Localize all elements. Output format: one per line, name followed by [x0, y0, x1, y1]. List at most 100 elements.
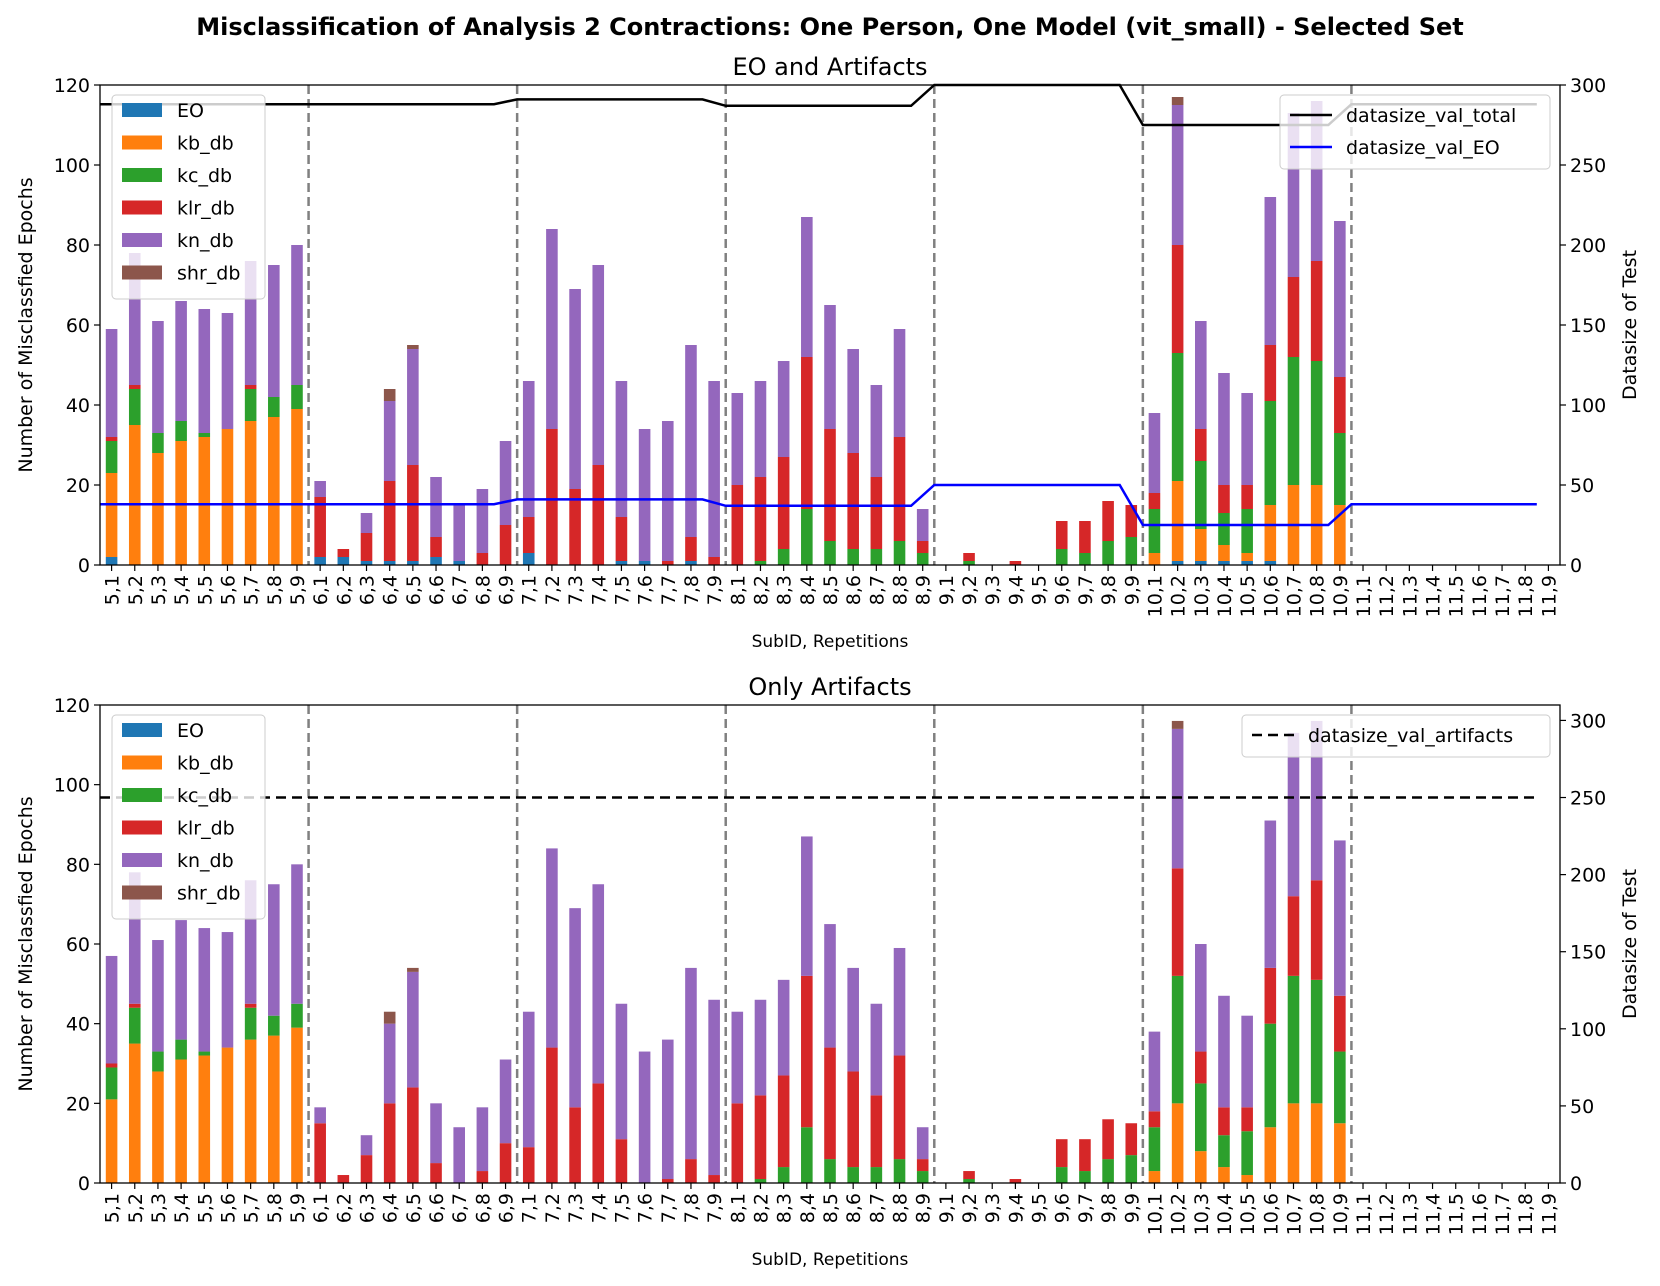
bar-kn-db-6-5 [407, 971, 419, 1088]
x-tick-label: 9,7 [1075, 575, 1097, 605]
x-tick-label: 11,4 [1423, 1193, 1445, 1235]
bar-kn-db-6-6 [430, 1103, 442, 1164]
bar-shr-db-6-5 [407, 967, 419, 972]
bar-klr-db-8-6 [847, 1071, 859, 1168]
y-right-tick-label: 50 [1570, 1096, 1594, 1118]
y-tick-label: 0 [78, 555, 90, 577]
bar-kc-db-5-8 [268, 397, 280, 417]
x-tick-label: 8,8 [890, 1193, 912, 1223]
x-tick-label: 11,6 [1469, 1193, 1491, 1235]
bar-kb-db-5-3 [152, 453, 164, 565]
x-tick-label: 9,3 [982, 575, 1004, 605]
bar-kc-db-8-8 [893, 1159, 906, 1183]
bar-klr-db-9-9 [1125, 505, 1138, 537]
bar-klr-db-9-2 [963, 1171, 975, 1180]
y-axis-right-label: Datasize of Test [1619, 869, 1641, 1019]
x-tick-label: 5,1 [102, 1193, 124, 1223]
bar-klr-db-7-9 [708, 1175, 720, 1183]
bar-kb-db-5-2 [128, 425, 141, 565]
x-tick-label: 10,4 [1214, 575, 1236, 617]
legend-swatch-kc-db [122, 788, 162, 802]
bar-kc-db-10-1 [1148, 509, 1161, 553]
bar-klr-db-8-1 [731, 485, 744, 565]
bar-kc-db-8-3 [777, 549, 790, 565]
legend-swatch-kn-db [122, 233, 162, 247]
bar-kn-db-5-5 [198, 928, 211, 1052]
x-tick-label: 9,6 [1052, 1193, 1074, 1223]
bar-kn-db-5-4 [175, 920, 187, 1040]
bar-klr-db-10-3 [1195, 1051, 1207, 1084]
bar-klr-db-6-3 [360, 1155, 373, 1183]
bar-klr-db-10-6 [1264, 345, 1277, 401]
bar-kc-db-10-9 [1334, 433, 1346, 505]
bar-kn-db-10-1 [1148, 1031, 1161, 1112]
bar-shr-db-10-2 [1171, 720, 1184, 729]
bar-EO-10-4 [1218, 561, 1230, 565]
x-tick-label: 7,2 [542, 575, 564, 605]
x-tick-label: 11,3 [1399, 575, 1421, 617]
bar-kb-db-10-9 [1334, 1123, 1346, 1183]
x-tick-label: 9,1 [936, 575, 958, 605]
x-tick-label: 5,4 [171, 575, 193, 605]
bar-kc-db-8-7 [870, 1167, 883, 1183]
bar-klr-db-7-4 [592, 1083, 605, 1183]
bar-shr-db-6-4 [383, 389, 396, 401]
bar-kc-db-8-8 [893, 541, 906, 565]
bar-kc-db-10-6 [1264, 401, 1277, 505]
bar-kb-db-10-6 [1264, 505, 1277, 561]
x-tick-label: 6,7 [449, 575, 471, 605]
x-tick-label: 7,2 [542, 1193, 564, 1223]
bar-kn-db-5-9 [291, 245, 303, 385]
bar-klr-db-6-1 [314, 1123, 326, 1183]
bar-klr-db-9-8 [1102, 1119, 1114, 1160]
y-right-tick-label: 150 [1570, 315, 1606, 337]
bar-EO-6-6 [430, 557, 442, 565]
x-tick-label: 11,4 [1423, 575, 1445, 617]
bar-kn-db-6-5 [407, 349, 419, 465]
bar-kn-db-10-1 [1148, 413, 1161, 493]
bar-klr-db-10-5 [1241, 1107, 1253, 1132]
bar-kn-db-5-1 [105, 329, 118, 437]
bar-kc-db-5-1 [105, 1067, 118, 1100]
bar-kn-db-8-8 [893, 947, 906, 1056]
x-tick-label: 9,5 [1029, 1193, 1051, 1223]
bar-kc-db-5-3 [152, 1051, 164, 1072]
x-tick-label: 7,8 [681, 575, 703, 605]
bar-klr-db-7-8 [685, 537, 697, 561]
bar-klr-db-8-5 [824, 1047, 836, 1160]
x-tick-label: 11,2 [1376, 1193, 1398, 1235]
x-tick-label: 9,9 [1121, 575, 1143, 605]
bar-kc-db-10-8 [1310, 361, 1323, 485]
bar-klr-db-7-3 [569, 1107, 581, 1183]
x-tick-label: 7,3 [565, 1193, 587, 1223]
bar-kn-db-7-9 [708, 381, 720, 557]
y-right-tick-label: 0 [1570, 1173, 1582, 1195]
y-right-tick-label: 100 [1570, 1019, 1606, 1041]
bar-kn-db-8-3 [777, 361, 790, 457]
bar-kn-db-8-1 [731, 1011, 744, 1104]
bar-kn-db-6-7 [453, 1127, 465, 1183]
bar-kc-db-8-2 [754, 561, 767, 565]
x-tick-label: 7,7 [658, 575, 680, 605]
bar-kn-db-6-1 [314, 481, 326, 497]
bar-EO-10-6 [1264, 561, 1277, 565]
x-tick-label: 8,7 [866, 575, 888, 605]
bar-klr-db-7-2 [546, 429, 558, 565]
bar-kb-db-10-3 [1195, 529, 1207, 561]
x-tick-label: 6,2 [333, 575, 355, 605]
x-tick-label: 6,9 [496, 1193, 518, 1223]
bar-kb-db-10-9 [1334, 505, 1346, 565]
bar-kc-db-10-7 [1287, 975, 1300, 1104]
x-tick-label: 5,2 [125, 575, 147, 605]
bar-klr-db-10-8 [1310, 261, 1323, 361]
bar-kn-db-7-1 [522, 1011, 535, 1148]
bar-klr-db-9-6 [1055, 1139, 1068, 1168]
bar-EO-7-5 [615, 561, 628, 565]
legend-label: kb_db [177, 753, 234, 775]
bar-kb-db-10-5 [1241, 1175, 1253, 1183]
bar-kn-db-5-1 [105, 955, 118, 1064]
bar-kc-db-10-5 [1241, 1131, 1253, 1176]
bar-kc-db-10-2 [1171, 353, 1184, 481]
bar-kc-db-10-2 [1171, 975, 1184, 1104]
bar-kc-db-5-5 [198, 1051, 211, 1056]
